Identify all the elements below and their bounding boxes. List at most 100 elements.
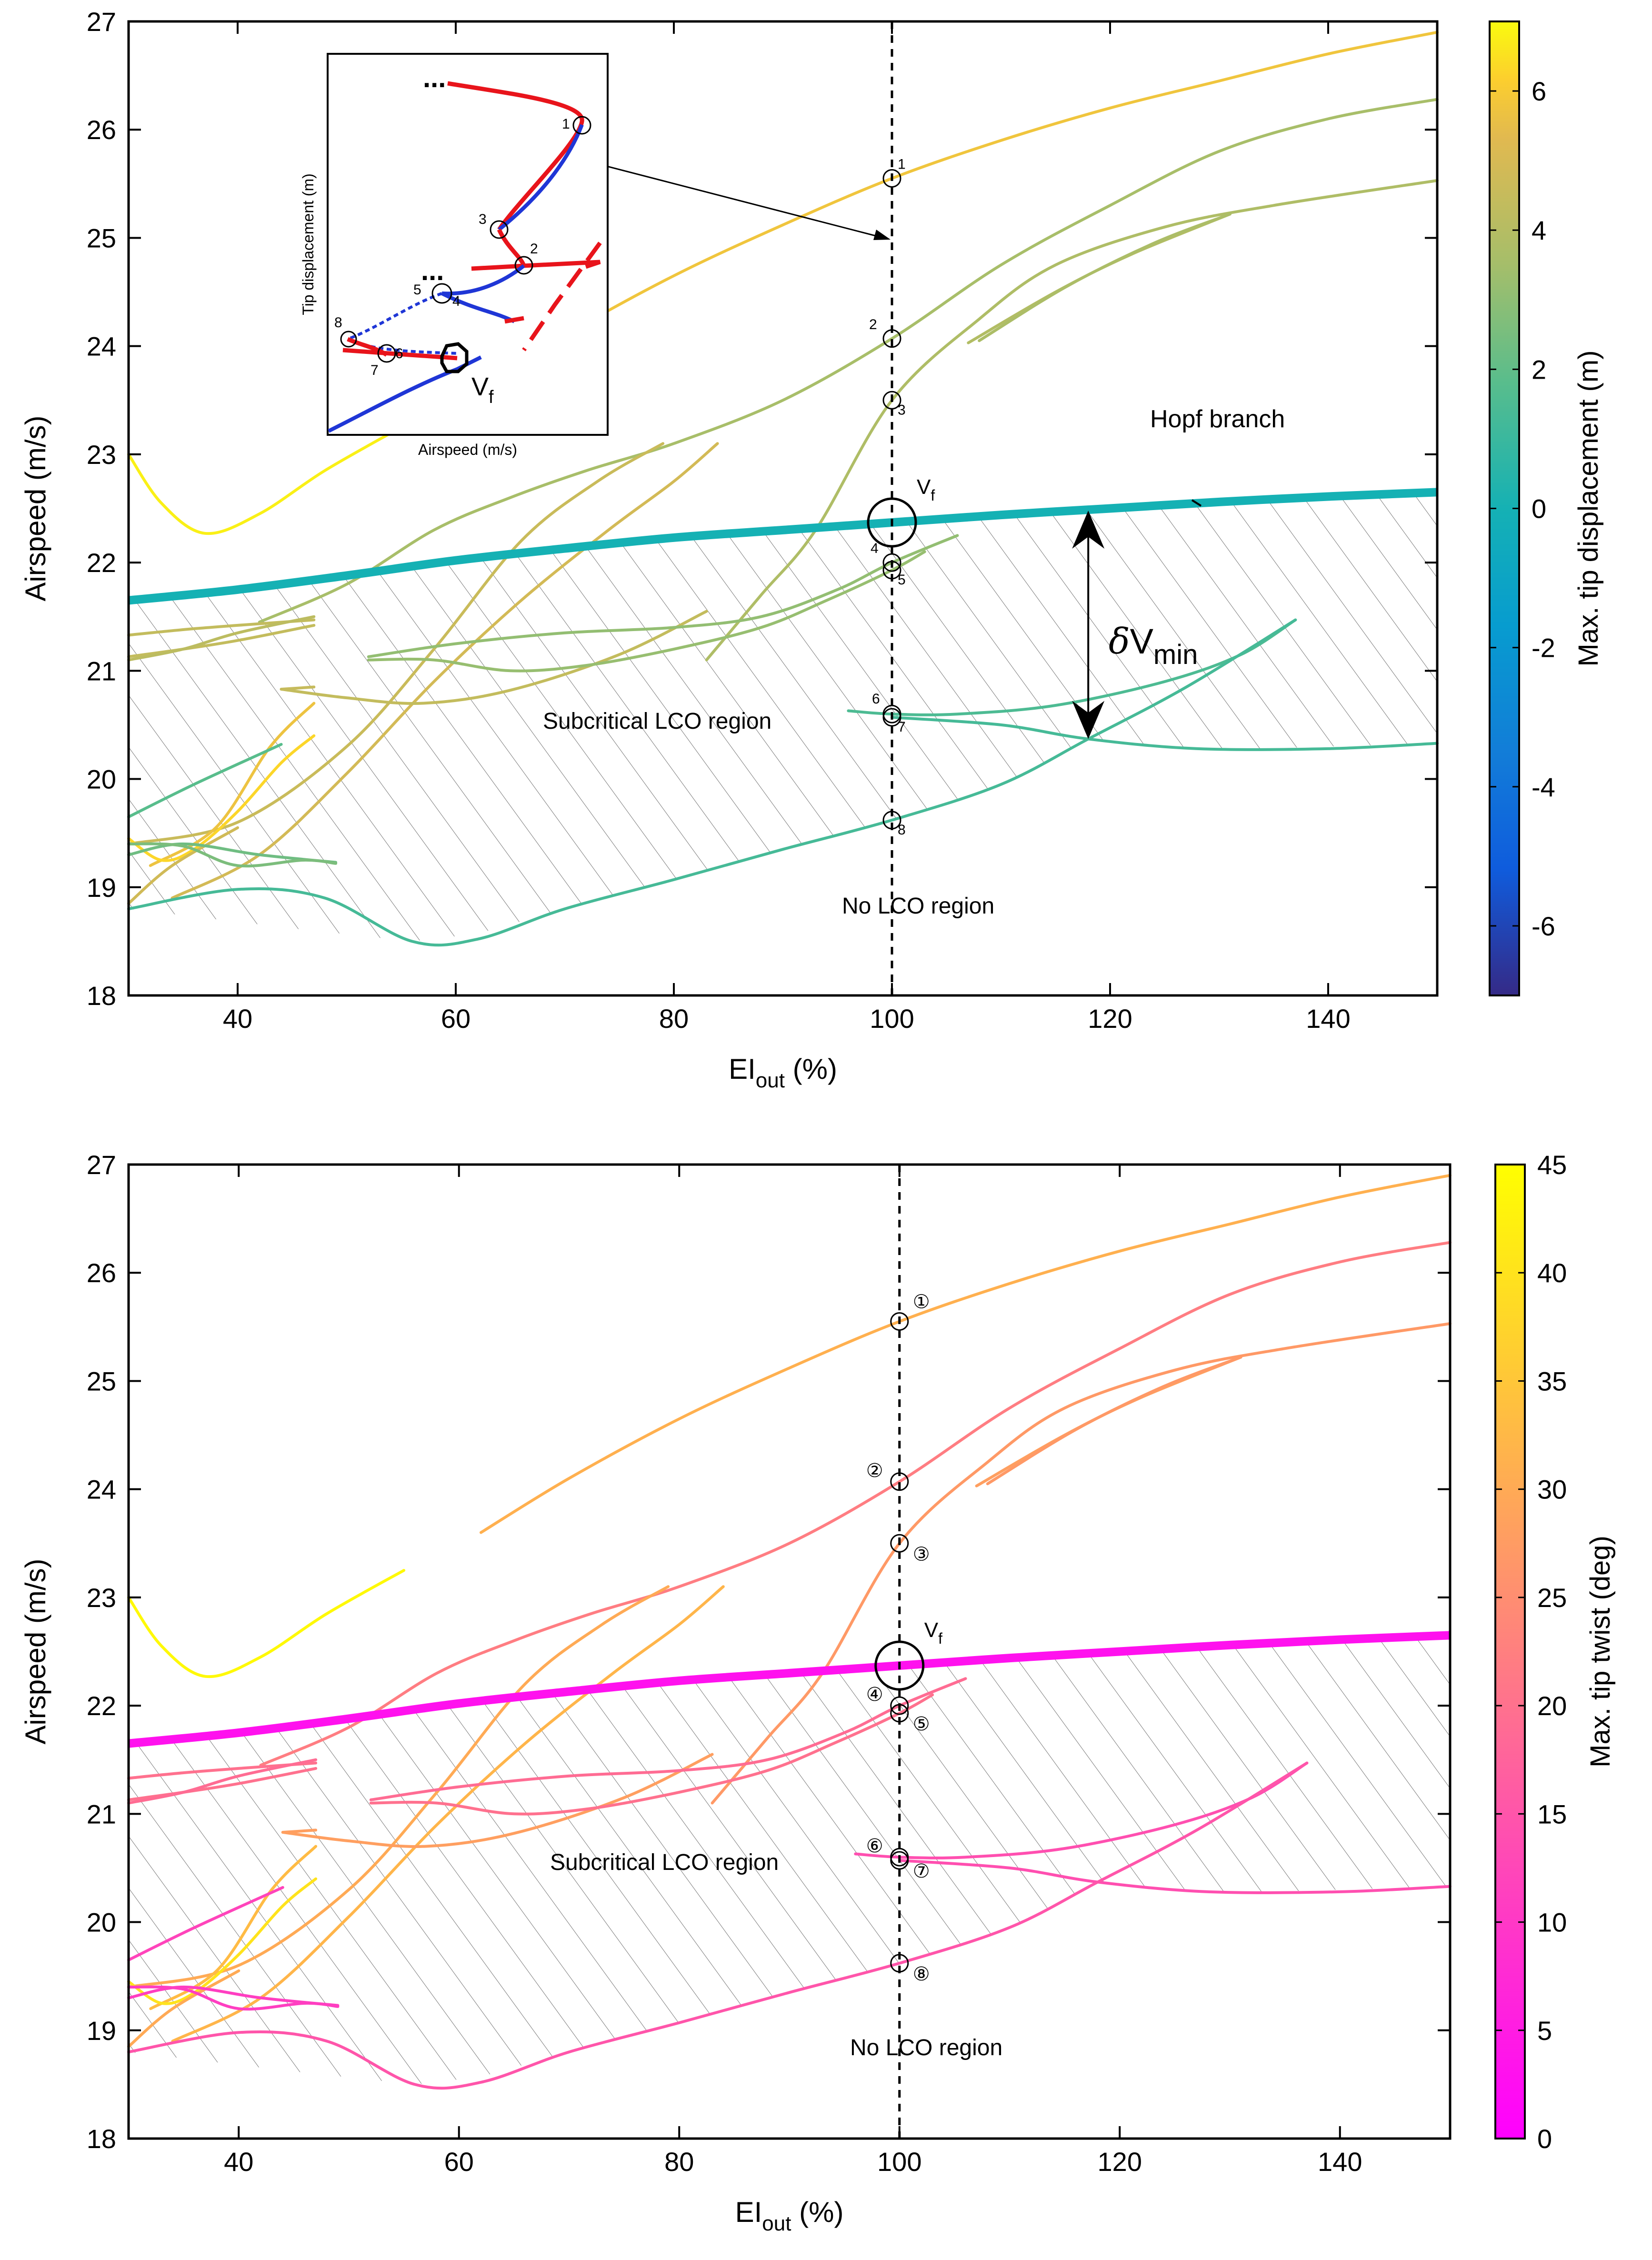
y-tick-label: 25 bbox=[87, 1366, 116, 1396]
hopf-branch-label: Hopf branch bbox=[1150, 405, 1285, 433]
marked-point-circle bbox=[882, 811, 901, 830]
lco-branch-line bbox=[127, 1569, 406, 1678]
inset-branch-red bbox=[497, 229, 526, 267]
svg-text:Vf: Vf bbox=[917, 475, 935, 504]
marked-points: 1 2 3 4 5 6 7 8 bbox=[869, 156, 906, 837]
hopf-annotation: Hopf branch bbox=[1150, 405, 1285, 507]
inset-branch-blue bbox=[441, 264, 525, 296]
lco-branch-line bbox=[127, 1969, 240, 2048]
colorbar-tick-label: 6 bbox=[1532, 76, 1546, 106]
marked-point-label: ⑦ bbox=[913, 1861, 930, 1882]
x-tick-label: 100 bbox=[877, 2147, 921, 2177]
y-tick-label: 21 bbox=[87, 656, 116, 686]
inset-ellipsis-top: ... bbox=[423, 62, 446, 93]
marked-point-label: ⑥ bbox=[866, 1836, 883, 1857]
colorbar-tick-label: 20 bbox=[1537, 1691, 1567, 1721]
x-tick-label: 80 bbox=[664, 2147, 694, 2177]
x-label-sub: out bbox=[762, 2212, 791, 2235]
lco-branch-line bbox=[259, 1241, 1452, 1767]
marked-point-circle bbox=[890, 1312, 909, 1331]
hatched-region bbox=[129, 492, 1437, 942]
inset-branch-red bbox=[523, 260, 601, 269]
inset-branch-red bbox=[447, 81, 584, 231]
no-lco-label: No LCO region bbox=[850, 2035, 1002, 2060]
flutter-marker: Vf bbox=[867, 475, 935, 548]
x-label-main: EI bbox=[735, 2196, 762, 2228]
lco-branch-line bbox=[280, 685, 316, 691]
marked-point-label: ③ bbox=[913, 1544, 930, 1565]
lco-branch-line bbox=[978, 212, 1231, 342]
inset: 1 2 3 4 5 6 7 8 ... ... Vf Airspeed (m/s… bbox=[300, 53, 891, 458]
x-tick-label: 140 bbox=[1306, 1004, 1350, 1034]
lco-branch-line bbox=[127, 1767, 318, 1801]
inset-point-label: 3 bbox=[479, 211, 487, 227]
x-tick-label: 100 bbox=[870, 1004, 914, 1034]
marked-point-circle bbox=[890, 1954, 909, 1973]
colorbar-label: Max. tip twist (deg) bbox=[1585, 1536, 1616, 1768]
inset-point-markers bbox=[340, 116, 591, 363]
inset-point-labels: 1 2 3 4 5 6 7 8 bbox=[334, 116, 570, 378]
lco-branch-line bbox=[258, 98, 1439, 624]
inset-branch-blue-dotted bbox=[347, 292, 442, 341]
lco-branch-line bbox=[170, 442, 719, 900]
x-tick-label: 40 bbox=[223, 1004, 252, 1034]
y-tick-label: 24 bbox=[87, 1475, 116, 1505]
series-group bbox=[127, 1174, 1452, 2090]
colorbar-tick-label: -2 bbox=[1532, 633, 1555, 663]
colorbar-tick-label: 35 bbox=[1537, 1366, 1567, 1396]
y-tick-label: 23 bbox=[87, 1583, 116, 1613]
lco-branch-line bbox=[149, 702, 316, 867]
x-label-main: EI bbox=[729, 1053, 756, 1085]
x-label-suffix: (%) bbox=[791, 2196, 843, 2228]
lco-branch-line bbox=[367, 534, 959, 658]
marked-point-circle bbox=[882, 329, 901, 348]
marked-point-circle bbox=[882, 169, 901, 188]
lco-branch-line bbox=[369, 1693, 934, 1816]
lco-branch-line bbox=[149, 1845, 318, 2010]
lco-branch-line bbox=[127, 826, 239, 905]
inset-branch-red bbox=[342, 348, 458, 361]
lco-branch-line bbox=[127, 1758, 318, 1805]
colorbar-tick-label: 30 bbox=[1537, 1475, 1567, 1505]
lco-branch-line bbox=[480, 1174, 1452, 1534]
inset-branch-blue bbox=[498, 124, 584, 231]
marked-points: ① ② ③ ④ ⑤ ⑥ ⑦ ⑧ bbox=[866, 1291, 930, 1984]
lco-branch-line bbox=[476, 30, 1439, 391]
bottom-chart: ① ② ③ ④ ⑤ ⑥ ⑦ ⑧ Vf Subcritical LCO region No LC… bbox=[20, 1150, 1616, 2235]
x-tick-label: 60 bbox=[444, 2147, 474, 2177]
inset-arrowhead bbox=[873, 230, 891, 240]
lco-branch-line bbox=[127, 734, 316, 862]
svg-text:Vf: Vf bbox=[471, 372, 494, 407]
delta-main: V bbox=[1130, 622, 1154, 661]
lco-branch-line bbox=[127, 1886, 284, 1962]
inset-point-label: 4 bbox=[452, 293, 461, 309]
inset-vf-sub: f bbox=[489, 387, 494, 407]
inset-point-label: 1 bbox=[562, 116, 570, 132]
lco-branch-line bbox=[891, 716, 1439, 751]
x-tick-label: 120 bbox=[1088, 1004, 1132, 1034]
vf-label-main: V bbox=[917, 475, 931, 499]
marked-point-label: 2 bbox=[869, 317, 877, 332]
colorbar-tick-label: -4 bbox=[1532, 772, 1555, 802]
x-axis: 40 60 80 100 120 140 bbox=[224, 1165, 1362, 2177]
lco-branch-line bbox=[127, 842, 338, 868]
hopf-branch-line bbox=[128, 1631, 1451, 1748]
lco-branch-line bbox=[127, 1877, 318, 2005]
series-group bbox=[127, 30, 1439, 947]
colorbar-tick-label: 4 bbox=[1532, 215, 1546, 245]
flutter-marker: Vf bbox=[874, 1618, 942, 1691]
y-tick-label: 27 bbox=[87, 1150, 116, 1180]
inset-branch-red bbox=[504, 316, 524, 324]
inset-point-label: 6 bbox=[395, 346, 403, 362]
lco-branch-line bbox=[281, 1753, 714, 1848]
lco-branch-line bbox=[127, 426, 403, 535]
lco-branch-line bbox=[986, 1356, 1242, 1486]
svg-text:Vf: Vf bbox=[924, 1618, 942, 1647]
inset-point-label: 5 bbox=[413, 282, 421, 298]
y-axis-label: Airspeed (m/s) bbox=[20, 1558, 51, 1744]
vf-label-sub: f bbox=[931, 487, 935, 504]
y-tick-label: 18 bbox=[87, 2124, 116, 2154]
y-axis: 18 19 20 21 22 23 24 25 26 27 bbox=[87, 1150, 1450, 2154]
x-tick-label: 40 bbox=[224, 2147, 253, 2177]
marked-point-circle bbox=[882, 708, 901, 727]
